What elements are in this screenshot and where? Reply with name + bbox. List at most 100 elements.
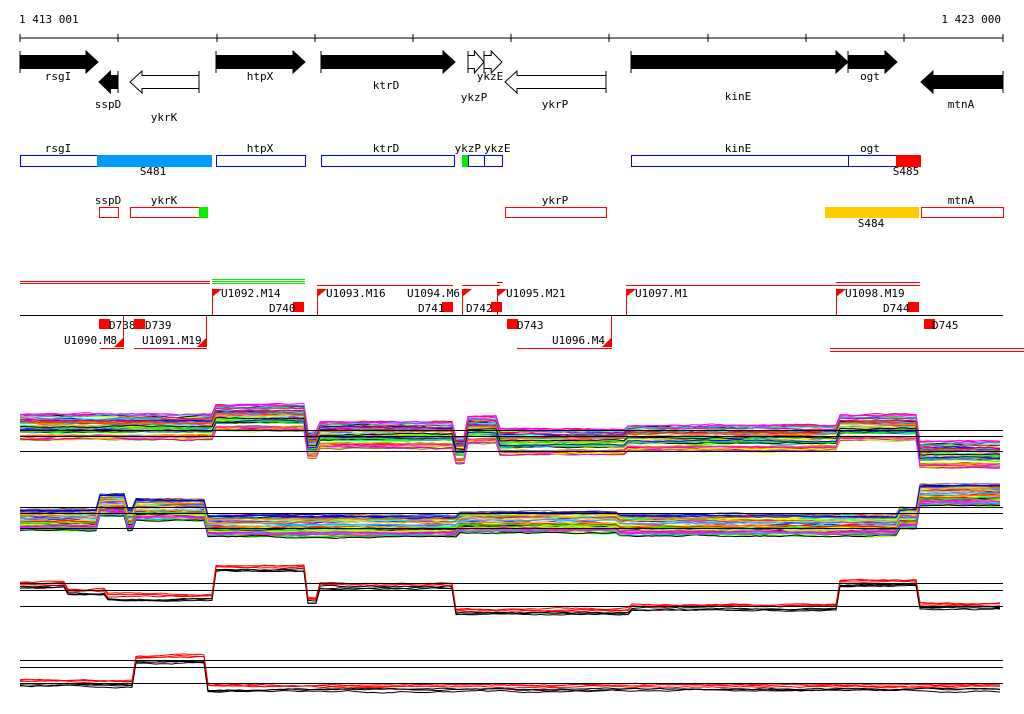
coordinate-axis: 1 413 001 1 423 000 — [19, 13, 1004, 42]
plus-annotation-label: ykzE — [484, 142, 511, 155]
upshift-feature[interactable]: U1092.M14 — [212, 287, 281, 315]
gene-label: ykrK — [151, 111, 178, 124]
upshift-feature[interactable]: U1097.M1 — [626, 287, 688, 315]
gene-sspD[interactable]: sspD — [95, 69, 122, 111]
plus-annotation-box[interactable] — [216, 155, 306, 167]
downshift-box — [134, 319, 145, 329]
gene-rsgI[interactable]: rsgI — [19, 49, 99, 83]
upshift-label: U1091.M19 — [142, 334, 202, 347]
expression-profile-line — [20, 565, 1001, 613]
downshift-label: D738 — [109, 319, 136, 332]
minus-annotation-box[interactable] — [130, 207, 200, 218]
gene-arrow-htpX[interactable] — [215, 49, 306, 75]
upshift-label: U1098.M19 — [845, 287, 905, 300]
segment-S484[interactable] — [825, 207, 919, 218]
downshift-feature[interactable]: D738 — [99, 319, 136, 332]
downshift-label: D739 — [145, 319, 172, 332]
plus-annotation-label: ktrD — [373, 142, 400, 155]
expression-profile-line — [20, 419, 1001, 460]
minus-annotation-box[interactable] — [505, 207, 607, 218]
plus-annotation-box[interactable] — [631, 155, 849, 167]
segment-S485[interactable] — [896, 155, 921, 167]
gene-label: ykrP — [542, 98, 569, 111]
gene-arrow-rsgI[interactable] — [19, 49, 99, 75]
upshift-label: U1096.M4 — [552, 334, 605, 347]
downshift-feature[interactable]: D743 — [507, 319, 544, 332]
green-marker — [199, 207, 208, 218]
gene-arrow-ogt[interactable] — [847, 49, 898, 75]
plus-annotation-box[interactable] — [848, 155, 898, 167]
downshift-feature[interactable]: D739 — [134, 319, 172, 332]
gene-arrow-kinE[interactable] — [630, 49, 849, 75]
upshift-feature[interactable]: U1090.M8 — [64, 316, 124, 347]
gene-arrow-ykrP[interactable] — [504, 69, 607, 95]
plus-annotation-box[interactable] — [484, 155, 503, 167]
plus-annotation-box[interactable] — [20, 155, 98, 167]
downshift-box — [908, 302, 919, 312]
minus-strand-annotation-track: sspD ykrK ykrP mtnA S484 — [95, 194, 1004, 230]
upshift-flag-icon — [114, 337, 124, 347]
gene-arrow-mtnA[interactable] — [920, 69, 1004, 95]
downshift-label: D740 — [269, 302, 296, 315]
upshift-feature[interactable]: U1095.M21 — [497, 287, 566, 315]
gene-label: rsgI — [45, 70, 72, 83]
plus-annotation-box[interactable] — [321, 155, 455, 167]
transcription-feature-track: U1092.M14 U1093.M16 U1094.M6 U1095.M21 U1097… — [20, 279, 1024, 352]
gene-kinE[interactable]: kinE — [630, 49, 849, 103]
downshift-box — [491, 302, 502, 312]
downshift-feature[interactable]: D745 — [924, 319, 959, 332]
expression-profile-line — [20, 494, 1001, 529]
upshift-flag-icon — [212, 289, 222, 297]
minus-annotation-label: ykrK — [151, 194, 178, 207]
gene-label: ogt — [860, 70, 880, 83]
downshift-feature[interactable]: D740 — [269, 302, 304, 315]
gene-htpX[interactable]: htpX — [215, 49, 306, 83]
expression-profile-line — [19, 569, 1001, 616]
gene-ykzE[interactable]: ykzE — [477, 49, 504, 83]
gene-ykrK[interactable]: ykrK — [129, 69, 200, 124]
gene-arrow-ykzE[interactable] — [483, 49, 503, 75]
expression-profile-line — [20, 485, 1001, 520]
gene-arrow-sspD[interactable] — [98, 69, 119, 95]
gene-ykzP[interactable]: ykzP — [461, 49, 488, 104]
downshift-label: D744 — [883, 302, 910, 315]
upshift-flag-icon — [497, 289, 507, 297]
upshift-flag-icon — [836, 289, 846, 297]
minus-annotation-box[interactable] — [99, 207, 119, 218]
segment-label: S485 — [893, 165, 920, 178]
segment-label: S481 — [140, 165, 167, 178]
expression-track-4 — [19, 653, 1003, 694]
upshift-feature[interactable]: U1094.M6 — [407, 287, 472, 315]
gene-ykrP[interactable]: ykrP — [504, 69, 607, 111]
downshift-feature[interactable]: D744 — [883, 302, 919, 315]
expression-profile-line — [19, 411, 1001, 452]
gene-arrow-ykrK[interactable] — [129, 69, 200, 95]
downshift-feature[interactable]: D741 — [418, 302, 453, 315]
segment-label: S484 — [858, 217, 885, 230]
expression-profile-line — [19, 654, 1001, 689]
gene-arrow-ktrD[interactable] — [320, 49, 456, 75]
plus-annotation-box[interactable] — [468, 155, 485, 167]
upshift-label: U1090.M8 — [64, 334, 117, 347]
expression-profile-line — [19, 569, 1001, 616]
upshift-feature[interactable]: U1091.M19 — [142, 316, 207, 347]
downshift-label: D745 — [932, 319, 959, 332]
segment-S481[interactable] — [97, 155, 212, 167]
gene-arrow-ykzP[interactable] — [467, 49, 485, 75]
upshift-label: U1093.M16 — [326, 287, 386, 300]
downshift-feature[interactable]: D742 — [466, 302, 502, 315]
upshift-feature[interactable]: U1096.M4 — [552, 316, 612, 347]
gene-label: mtnA — [948, 98, 975, 111]
gene-ogt[interactable]: ogt — [847, 49, 898, 83]
upshift-feature[interactable]: U1093.M16 — [317, 287, 386, 315]
upshift-label: U1092.M14 — [221, 287, 281, 300]
upshift-feature[interactable]: U1098.M19 — [836, 287, 905, 315]
upshift-flag-icon — [626, 289, 636, 297]
minus-annotation-box[interactable] — [921, 207, 1004, 218]
gene-mtnA[interactable]: mtnA — [920, 69, 1004, 111]
expression-profile-line — [19, 482, 1001, 517]
downshift-box — [99, 319, 110, 329]
minus-annotation-label: mtnA — [948, 194, 975, 207]
gene-ktrD[interactable]: ktrD — [320, 49, 456, 92]
plus-annotation-label: htpX — [247, 142, 274, 155]
